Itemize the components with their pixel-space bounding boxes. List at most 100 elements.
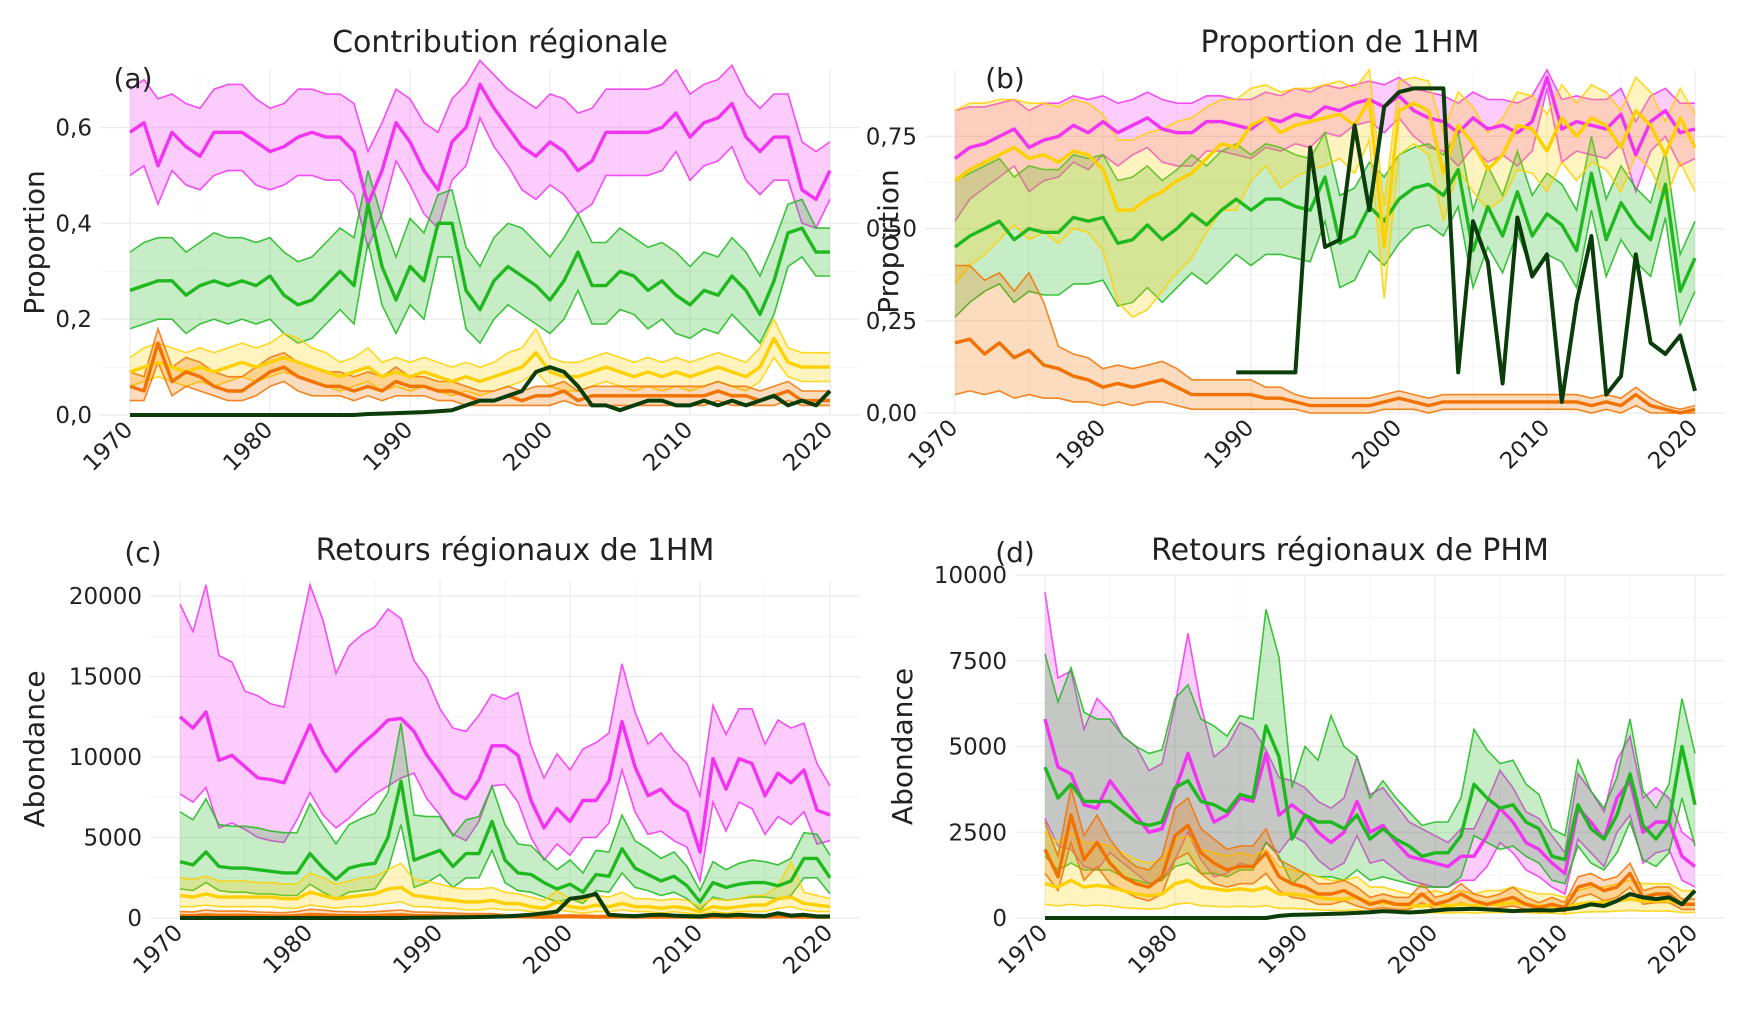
series-upper-green — [129, 170, 830, 278]
series-line-gold — [129, 336, 830, 384]
panel-label: (a) — [113, 62, 152, 95]
x-tick-label: 2000 — [498, 417, 558, 477]
series-band-orange — [955, 265, 1695, 413]
line-layer — [178, 710, 832, 920]
series-upper-orange — [129, 326, 830, 392]
series-upper-magenta — [179, 581, 831, 799]
series-lower-orange — [954, 390, 1695, 414]
x-tick-label: 1980 — [258, 920, 318, 980]
band-layer — [1044, 592, 1696, 915]
x-tick-label: 1980 — [1123, 920, 1183, 980]
y-tick-label: 0,00 — [866, 401, 917, 427]
series-line-darkgreen — [1045, 889, 1697, 920]
y-tick-label: 0,75 — [866, 124, 917, 150]
series-upper-magenta — [129, 59, 831, 154]
series-band-gold — [180, 861, 830, 915]
y-tick-label: 0,0 — [55, 403, 92, 429]
series-band-orange — [130, 328, 830, 406]
panel-c: 1970 1980 1990 2000 2010 20200500010000150002… — [18, 533, 860, 980]
series-upper-gold — [1044, 831, 1695, 899]
band-layer — [954, 67, 1696, 414]
y-tick-label: 20000 — [69, 584, 142, 610]
x-tick-label: 2020 — [778, 417, 838, 477]
series-line-darkgreen — [1236, 86, 1697, 404]
panel-label: (d) — [995, 536, 1035, 569]
y-tick-label: 0,25 — [866, 309, 917, 335]
series-lower-gold — [180, 901, 830, 916]
series-line-green — [179, 779, 832, 904]
series-band-magenta — [955, 70, 1695, 222]
x-tick-label: 2010 — [638, 417, 698, 477]
y-tick-label: 0 — [127, 906, 142, 932]
panel-title: Retours régionaux de 1HM — [316, 533, 715, 568]
series-upper-gold — [129, 317, 830, 368]
series-line-green — [953, 167, 1697, 293]
series-band-gold — [130, 319, 830, 396]
y-axis-label: Proportion — [18, 170, 51, 314]
series-upper-orange — [1044, 787, 1695, 904]
y-axis-label: Abondance — [886, 668, 919, 825]
y-tick-label: 2500 — [948, 820, 1007, 846]
x-tick-label: 2020 — [1643, 920, 1703, 980]
series-line-orange — [954, 337, 1696, 415]
series-band-gold — [1045, 832, 1695, 914]
x-tick-label: 1990 — [358, 417, 418, 477]
panel-d: 1970 1980 1990 2000 2010 20200250050007500100… — [886, 533, 1725, 980]
series-lower-green — [129, 242, 830, 345]
series-upper-gold — [954, 67, 1696, 207]
x-tick-label: 2010 — [648, 920, 708, 980]
series-line-magenta — [178, 710, 831, 854]
y-tick-label: 10000 — [69, 745, 142, 771]
panel-label: (c) — [124, 536, 161, 569]
series-band-gold — [955, 70, 1695, 318]
x-tick-label: 2010 — [1495, 415, 1555, 475]
x-tick-label: 2000 — [518, 920, 578, 980]
series-band-orange — [1045, 787, 1695, 912]
series-line-orange — [1043, 813, 1695, 910]
series-lower-gold — [954, 136, 1696, 319]
y-axis-label: Abondance — [18, 670, 51, 827]
series-band-green — [180, 723, 830, 910]
series-line-magenta — [953, 75, 1696, 160]
series-band-green — [130, 170, 830, 344]
y-tick-label: 5000 — [83, 826, 142, 852]
y-axis-label: Proportion — [872, 169, 905, 313]
series-upper-green — [1044, 609, 1696, 837]
series-lower-green — [954, 204, 1696, 328]
series-upper-orange — [955, 264, 1696, 411]
series-line-green — [1043, 724, 1697, 862]
series-upper-gold — [179, 859, 831, 908]
panel-title: Contribution régionale — [332, 25, 668, 60]
panel-a: 1970 1980 1990 2000 2010 20200,00,20,40,6Cont… — [18, 25, 860, 477]
y-tick-label: 7500 — [948, 649, 1007, 675]
x-tick-label: 1990 — [1253, 920, 1313, 980]
series-upper-magenta — [1044, 592, 1696, 855]
series-lower-orange — [1044, 839, 1695, 913]
series-band-magenta — [180, 584, 830, 881]
line-layer — [1043, 718, 1697, 920]
series-band-green — [1045, 609, 1695, 888]
series-band-magenta — [130, 60, 830, 248]
x-tick-label: 1990 — [388, 920, 448, 980]
y-tick-label: 5000 — [948, 735, 1007, 761]
y-tick-label: 0,50 — [866, 217, 917, 243]
x-tick-label: 2020 — [778, 920, 838, 980]
y-tick-label: 10000 — [934, 563, 1007, 589]
series-band-magenta — [1045, 592, 1695, 894]
series-upper-green — [954, 130, 1696, 258]
series-line-darkgreen — [130, 365, 832, 417]
x-tick-label: 2000 — [1347, 415, 1407, 475]
y-tick-label: 0,2 — [55, 307, 92, 333]
line-layer — [953, 75, 1697, 415]
x-tick-label: 2010 — [1513, 920, 1573, 980]
panel-label: (b) — [985, 62, 1025, 95]
y-tick-label: 15000 — [69, 665, 142, 691]
series-line-gold — [953, 97, 1697, 249]
series-band-green — [955, 132, 1695, 325]
band-layer — [129, 59, 831, 407]
y-tick-label: 0,6 — [55, 116, 92, 142]
series-line-gold — [179, 885, 831, 914]
series-lower-magenta — [129, 115, 831, 250]
panel-title: Retours régionaux de PHM — [1151, 533, 1549, 568]
